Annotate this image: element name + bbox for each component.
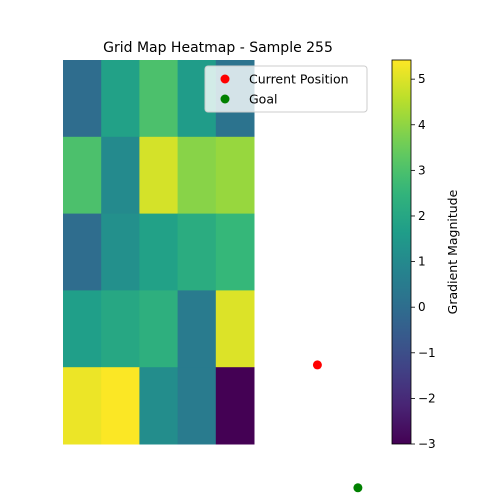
heatmap-cell [215,290,255,368]
heatmap-cells [63,60,255,445]
heatmap-cell [177,213,217,291]
chart-title: Grid Map Heatmap - Sample 255 [103,40,333,56]
colorbar-tick-label: −1 [418,346,436,360]
legend-label: Goal [249,92,277,107]
current-position-marker [312,360,322,370]
heatmap-cell [101,367,140,445]
colorbar-tick-label: 2 [418,209,426,223]
heatmap-cell [101,213,140,291]
colorbar-tick-label: −3 [418,437,436,451]
colorbar-tick-label: −2 [418,391,436,405]
legend-marker [220,94,230,104]
heatmap-cell [101,136,140,215]
markers [312,360,363,493]
heatmap-cell [63,213,102,291]
heatmap-cell [101,290,140,368]
heatmap-cell [215,136,255,215]
heatmap-cell [139,136,179,215]
heatmap-cell [139,290,179,368]
heatmap-cell [63,136,102,215]
legend: Current Position Goal [204,65,368,113]
legend-box [204,65,368,113]
legend-label: Current Position [249,72,349,87]
legend-marker [220,74,230,84]
heatmap-cell [215,367,255,445]
colorbar-tick-label: 4 [418,118,426,132]
heatmap-cell [215,213,255,291]
colorbar-tick-label: 5 [418,72,426,86]
colorbar: −3 −2 −1 0 1 2 3 4 5 Gradient Magnitude [391,59,460,451]
heatmap-cell [177,367,217,445]
colorbar-tick-label: 1 [418,255,426,269]
heatmap-cell [139,213,179,291]
colorbar-label: Gradient Magnitude [445,189,460,314]
heatmap-cell [63,367,102,445]
heatmap-cell [63,60,102,138]
heatmap-cell [139,367,179,445]
heatmap-cell [63,290,102,368]
heatmap-cell [139,60,179,138]
heatmap-cell [101,60,140,138]
heatmap-cell [177,290,217,368]
colorbar-tick-label: 3 [418,163,426,177]
goal-marker [353,483,363,493]
colorbar-gradient [391,59,412,445]
colorbar-tick-label: 0 [418,300,426,314]
heatmap-cell [177,136,217,215]
